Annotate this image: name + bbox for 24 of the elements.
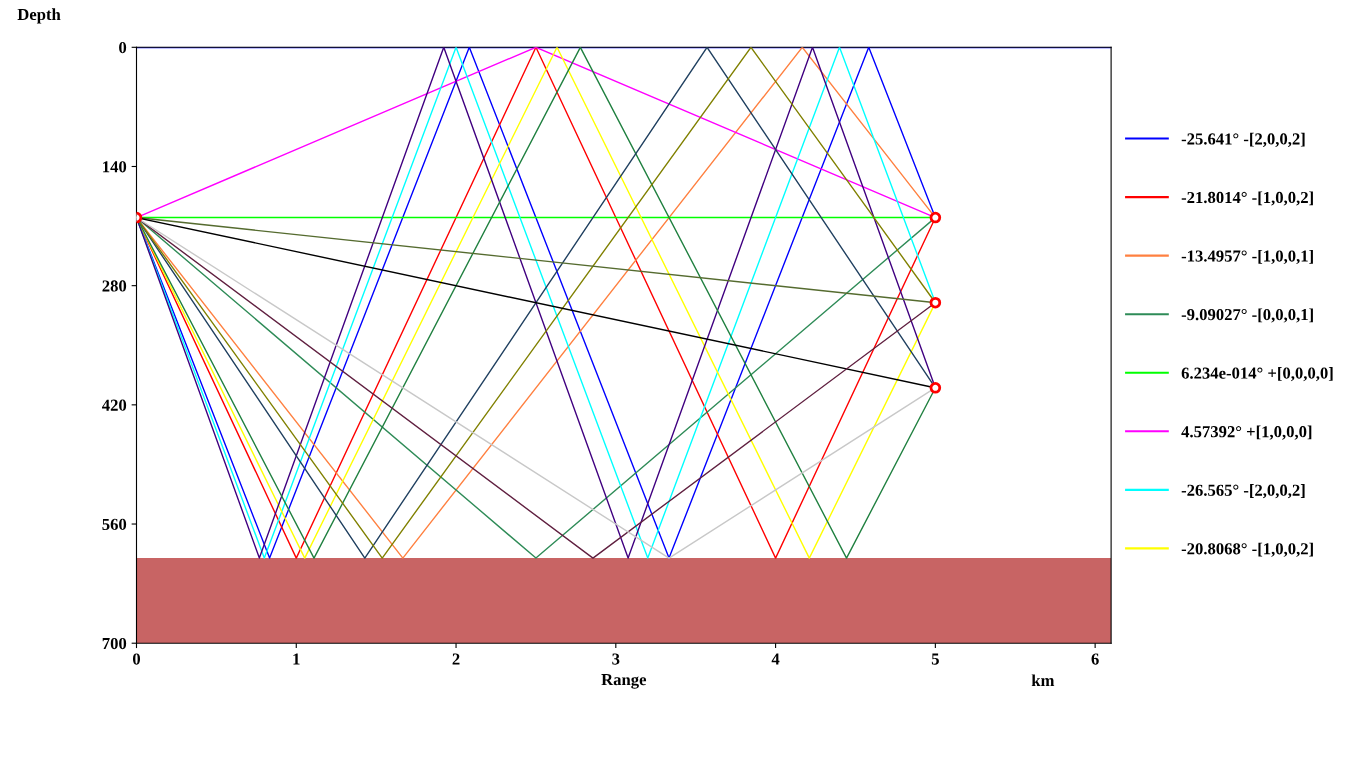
legend-label: -20.8068° -[1,0,0,2] xyxy=(1181,542,1313,557)
y-tick-label: 0 xyxy=(119,42,127,54)
x-tick-label: 4 xyxy=(771,653,780,665)
x-tick-label: 3 xyxy=(612,653,620,665)
y-tick-label: 700 xyxy=(102,637,127,650)
x-axis-title: Range xyxy=(601,674,647,689)
y-axis-title: Depth xyxy=(17,8,61,24)
legend-label: -25.641° -[2,0,0,2] xyxy=(1181,132,1305,147)
y-tick-label: 420 xyxy=(102,399,127,411)
x-tick-label: 2 xyxy=(452,653,460,665)
legend-label: -9.09027° -[0,0,0,1] xyxy=(1181,308,1313,323)
text: km xyxy=(1031,674,1055,686)
legend-label: -13.4957° -[1,0,0,1] xyxy=(1181,249,1313,265)
y-tick-label: 560 xyxy=(102,518,127,530)
legend-label: 6.234e-014° +[0,0,0,0] xyxy=(1181,367,1333,382)
x-tick-label: 5 xyxy=(931,653,939,665)
x-tick-label: 1 xyxy=(293,653,300,665)
legend-label: -21.8014° -[1,0,0,2] xyxy=(1181,191,1313,206)
x-tick-label: 0 xyxy=(132,653,141,665)
legend-label: 4.57392° +[1,0,0,0] xyxy=(1181,425,1312,440)
y-tick-label: 140 xyxy=(103,161,127,173)
legend-label: -26.565° -[2,0,0,2] xyxy=(1181,484,1305,499)
x-tick-label: 6 xyxy=(1091,653,1099,665)
y-tick-label: 280 xyxy=(102,280,127,292)
